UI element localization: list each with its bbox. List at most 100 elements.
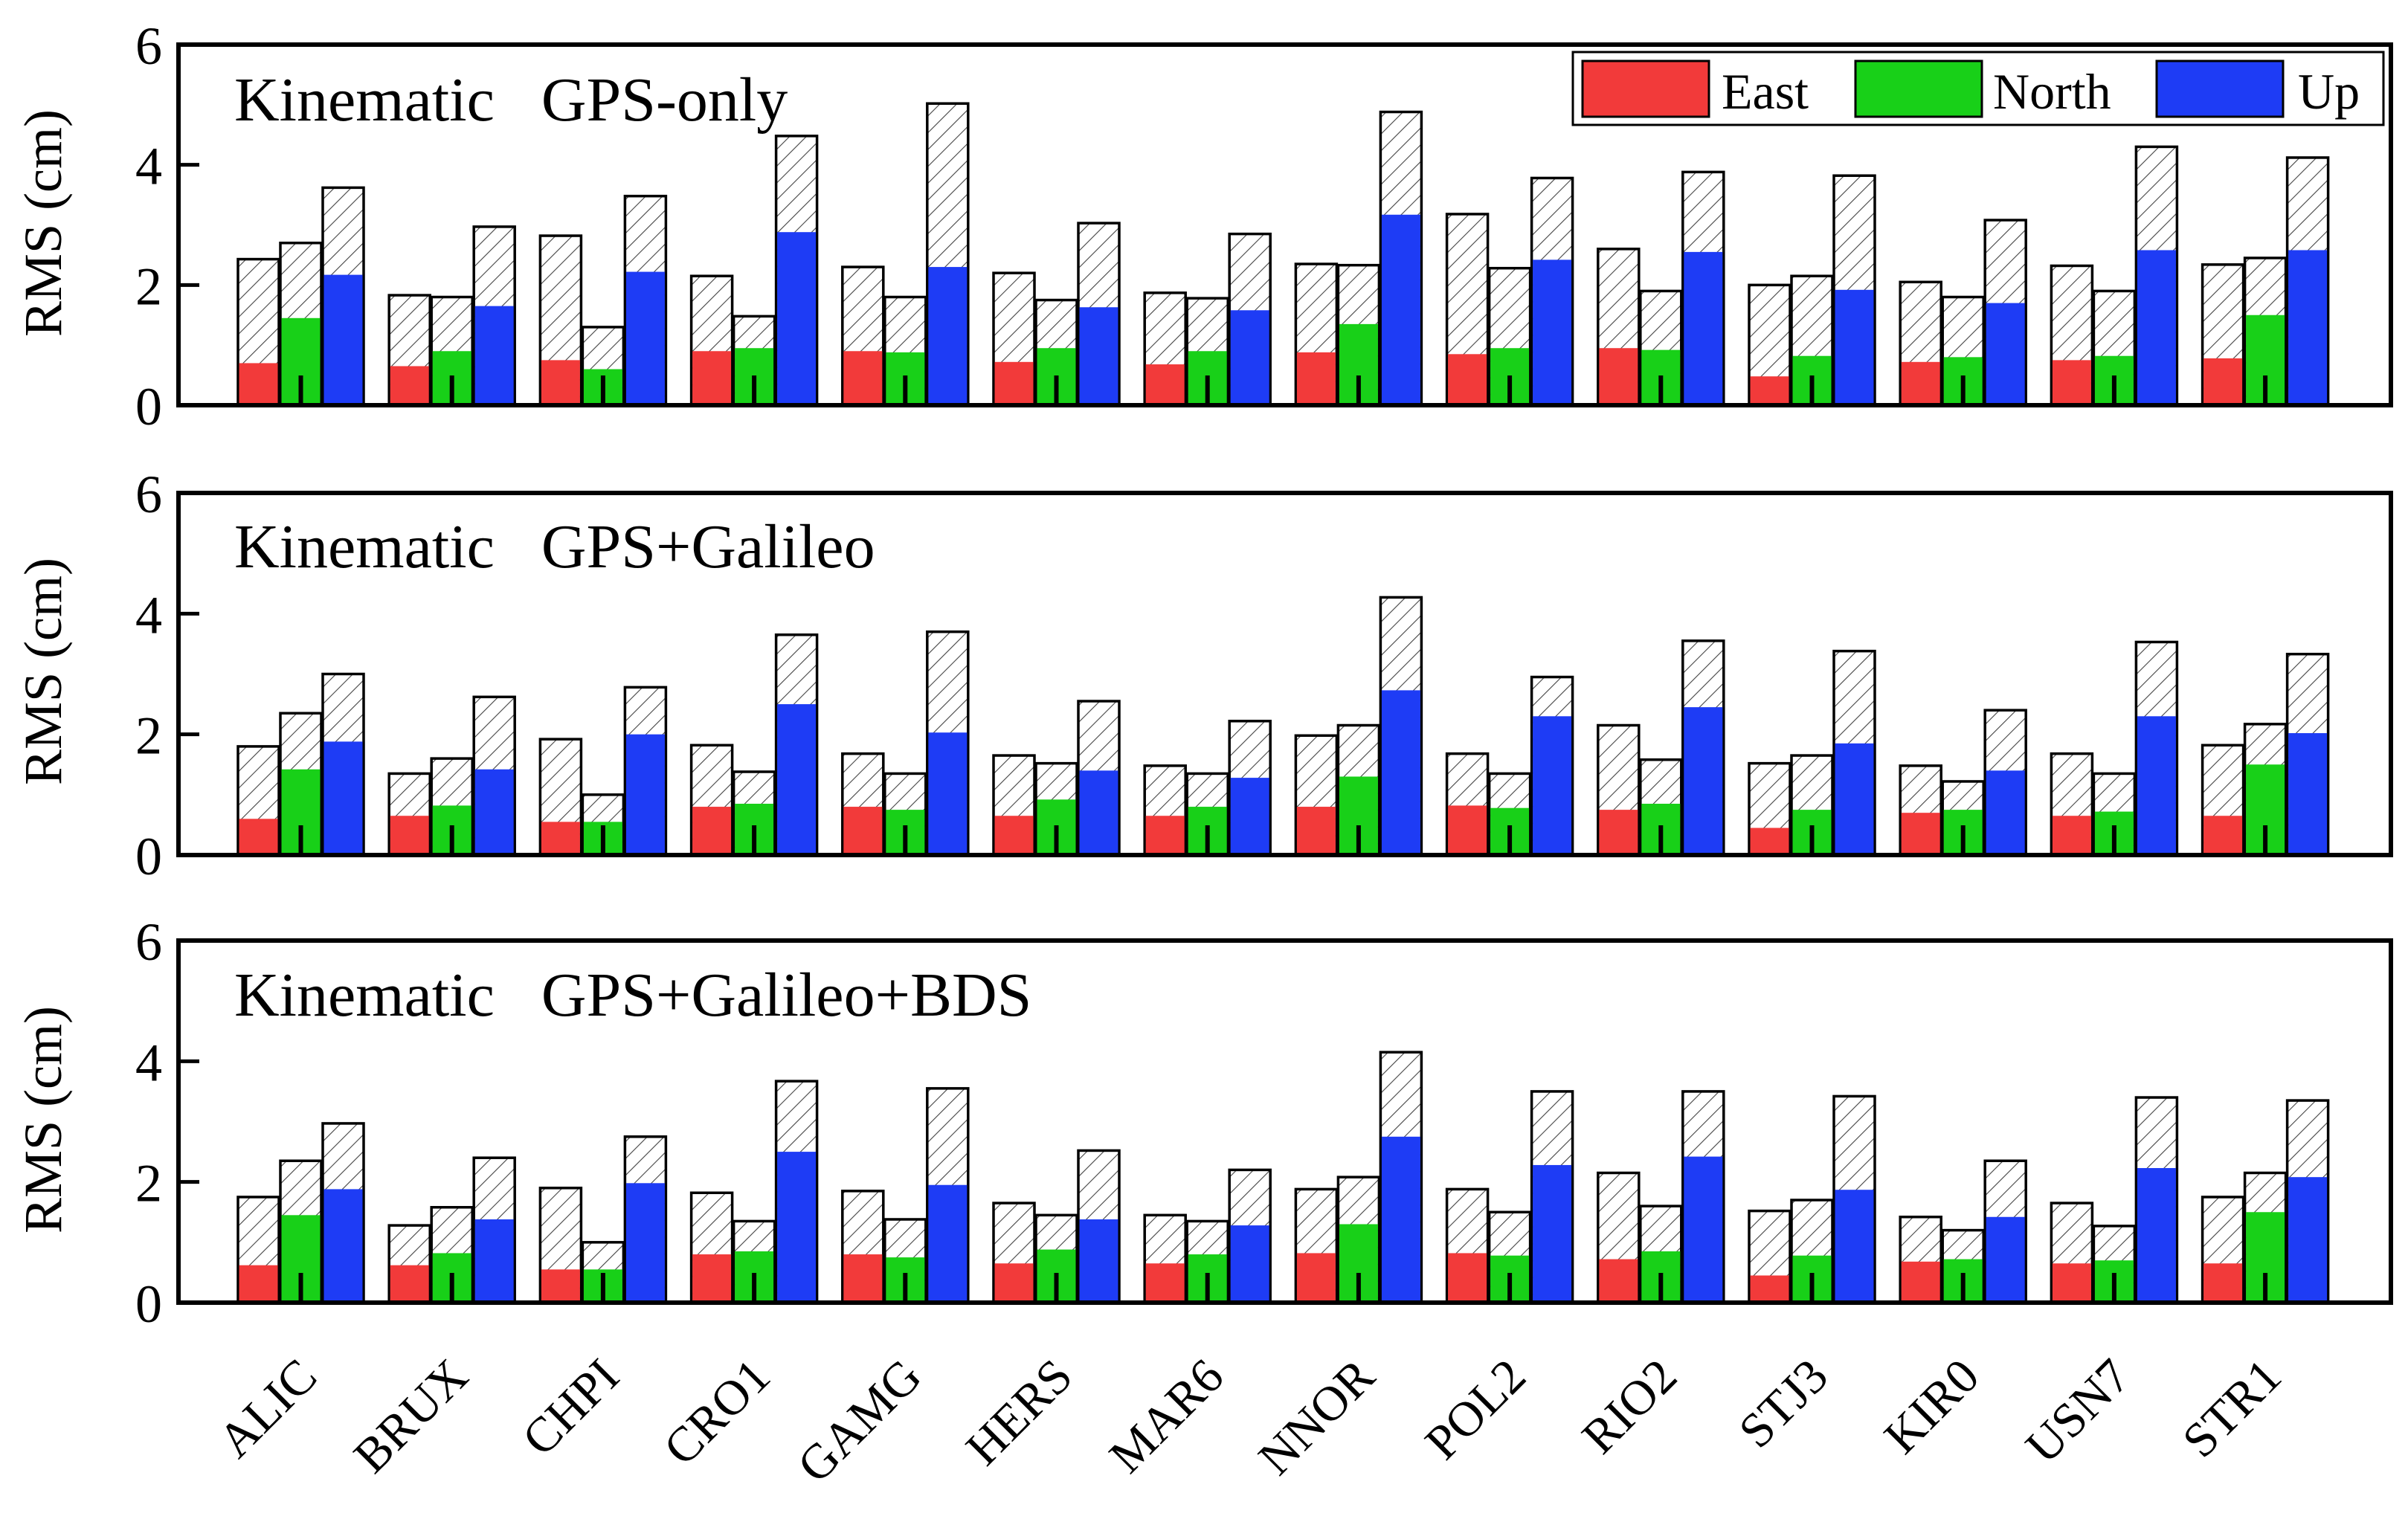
bar-up-hers-p3 — [1079, 1219, 1118, 1303]
bar-up-usn7-p1 — [2137, 250, 2176, 405]
bar-east-str1-p2 — [2203, 816, 2243, 855]
bar-east-nnor-p3 — [1296, 1253, 1336, 1303]
legend-label-east: East — [1722, 63, 1809, 120]
x-tick-label-alic: ALIC — [208, 1349, 328, 1468]
legend-swatch-north — [1854, 59, 1983, 118]
bar-east-pol2-p1 — [1448, 354, 1487, 405]
bar-up-gamg-p2 — [928, 732, 968, 855]
bar-up-usn7-p2 — [2137, 716, 2176, 855]
plot-frame-p2 — [176, 491, 2393, 857]
bar-east-kir0-p3 — [1901, 1261, 1940, 1303]
bar-up-str1-p3 — [2288, 1177, 2328, 1303]
bar-up-chpi-p1 — [625, 271, 665, 405]
x-tick-label-usn7: USN7 — [2015, 1349, 2140, 1474]
bar-up-usn7-p3 — [2137, 1167, 2176, 1303]
bar-up-hers-p2 — [1079, 770, 1118, 855]
plot-frame-p3 — [176, 938, 2393, 1305]
bar-east-gamg-p2 — [843, 807, 883, 855]
bar-up-mar6-p2 — [1230, 778, 1269, 855]
bar-up-stj3-p2 — [1835, 743, 1874, 855]
bar-east-cro1-p1 — [692, 351, 732, 405]
y-tick-label-2-p2: 2 — [135, 706, 162, 766]
y-tick-label-4-p1: 4 — [135, 137, 162, 196]
bar-up-gamg-p3 — [928, 1184, 968, 1303]
x-tick-label-stj3: STJ3 — [1729, 1349, 1839, 1459]
bar-up-hers-p1 — [1079, 307, 1118, 405]
bar-up-str1-p1 — [2288, 250, 2328, 405]
x-tick-label-rio2: RIO2 — [1572, 1349, 1687, 1464]
bar-east-chpi-p3 — [541, 1269, 580, 1303]
x-tick-label-gamg: GAMG — [788, 1349, 932, 1493]
bar-east-pol2-p3 — [1448, 1253, 1487, 1303]
bar-east-alic-p1 — [239, 363, 278, 405]
bar-up-gamg-p1 — [928, 267, 968, 405]
bar-up-alic-p1 — [323, 274, 363, 405]
x-tick-label-chpi: CHPI — [512, 1349, 630, 1466]
bar-up-chpi-p3 — [625, 1183, 665, 1303]
bar-east-brux-p2 — [390, 816, 429, 855]
bar-east-str1-p1 — [2203, 358, 2243, 405]
bar-up-kir0-p1 — [1986, 303, 2025, 405]
y-tick-label-6-p1: 6 — [135, 16, 162, 76]
bar-up-brux-p3 — [474, 1219, 514, 1303]
panel-title-2: Kinematic GPS+Galileo — [234, 512, 875, 581]
bar-up-cro1-p3 — [777, 1152, 817, 1303]
bar-east-usn7-p1 — [2052, 360, 2091, 405]
bar-up-rio2-p2 — [1684, 707, 1723, 855]
plot-frame-p1 — [176, 42, 2393, 407]
bar-up-nnor-p2 — [1381, 690, 1420, 855]
legend: East North Up — [1571, 51, 2385, 126]
bar-east-mar6-p1 — [1145, 364, 1185, 405]
y-tick-label-0-p2: 0 — [135, 827, 162, 886]
x-tick-label-mar6: MAR6 — [1099, 1349, 1234, 1483]
bar-up-alic-p2 — [323, 741, 363, 855]
bar-up-stj3-p3 — [1835, 1190, 1874, 1303]
y-tick-label-4-p3: 4 — [135, 1033, 162, 1092]
bar-east-mar6-p3 — [1145, 1263, 1185, 1303]
bar-up-mar6-p1 — [1230, 310, 1269, 405]
y-tick-label-6-p3: 6 — [135, 912, 162, 972]
y-tick-label-0-p1: 0 — [135, 377, 162, 436]
bar-up-rio2-p3 — [1684, 1156, 1723, 1303]
legend-label-up: Up — [2298, 63, 2360, 120]
legend-swatch-up — [2155, 59, 2285, 118]
x-tick-label-brux: BRUX — [344, 1349, 478, 1483]
panel-title-1: Kinematic GPS-only — [234, 65, 788, 135]
bar-east-usn7-p3 — [2052, 1263, 2091, 1303]
bar-up-str1-p2 — [2288, 733, 2328, 855]
bar-up-brux-p2 — [474, 769, 514, 855]
y-tick-label-0-p3: 0 — [135, 1274, 162, 1334]
bar-east-mar6-p2 — [1145, 816, 1185, 855]
bar-east-stj3-p1 — [1750, 376, 1789, 405]
bar-east-hers-p3 — [994, 1263, 1034, 1303]
y-axis-label-2: RMS (cm) — [13, 558, 73, 785]
bar-up-cro1-p2 — [777, 704, 817, 855]
bar-east-kir0-p1 — [1901, 361, 1940, 405]
bar-up-cro1-p1 — [777, 232, 817, 405]
y-tick-label-6-p2: 6 — [135, 465, 162, 524]
bar-up-kir0-p3 — [1986, 1216, 2025, 1303]
x-tick-label-kir0: KIR0 — [1874, 1349, 1989, 1464]
bar-up-kir0-p2 — [1986, 770, 2025, 855]
x-tick-label-hers: HERS — [956, 1349, 1083, 1476]
bar-up-pol2-p2 — [1533, 716, 1572, 855]
bar-east-brux-p3 — [390, 1265, 429, 1303]
bar-up-chpi-p2 — [625, 734, 665, 855]
bar-east-hers-p2 — [994, 816, 1034, 855]
x-tick-label-pol2: POL2 — [1415, 1349, 1536, 1470]
bar-east-pol2-p2 — [1448, 805, 1487, 855]
y-axis-label-3: RMS (cm) — [13, 1006, 73, 1233]
bar-east-alic-p2 — [239, 819, 278, 855]
bar-east-rio2-p3 — [1599, 1259, 1638, 1303]
bar-east-str1-p3 — [2203, 1263, 2243, 1303]
bar-east-hers-p1 — [994, 361, 1034, 405]
bar-east-rio2-p2 — [1599, 810, 1638, 855]
bar-east-usn7-p2 — [2052, 816, 2091, 855]
bar-up-stj3-p1 — [1835, 289, 1874, 405]
bar-up-pol2-p3 — [1533, 1164, 1572, 1303]
bar-east-nnor-p2 — [1296, 807, 1336, 855]
y-tick-label-2-p1: 2 — [135, 257, 162, 316]
x-tick-label-str1: STR1 — [2172, 1349, 2292, 1468]
bar-up-nnor-p1 — [1381, 214, 1420, 405]
